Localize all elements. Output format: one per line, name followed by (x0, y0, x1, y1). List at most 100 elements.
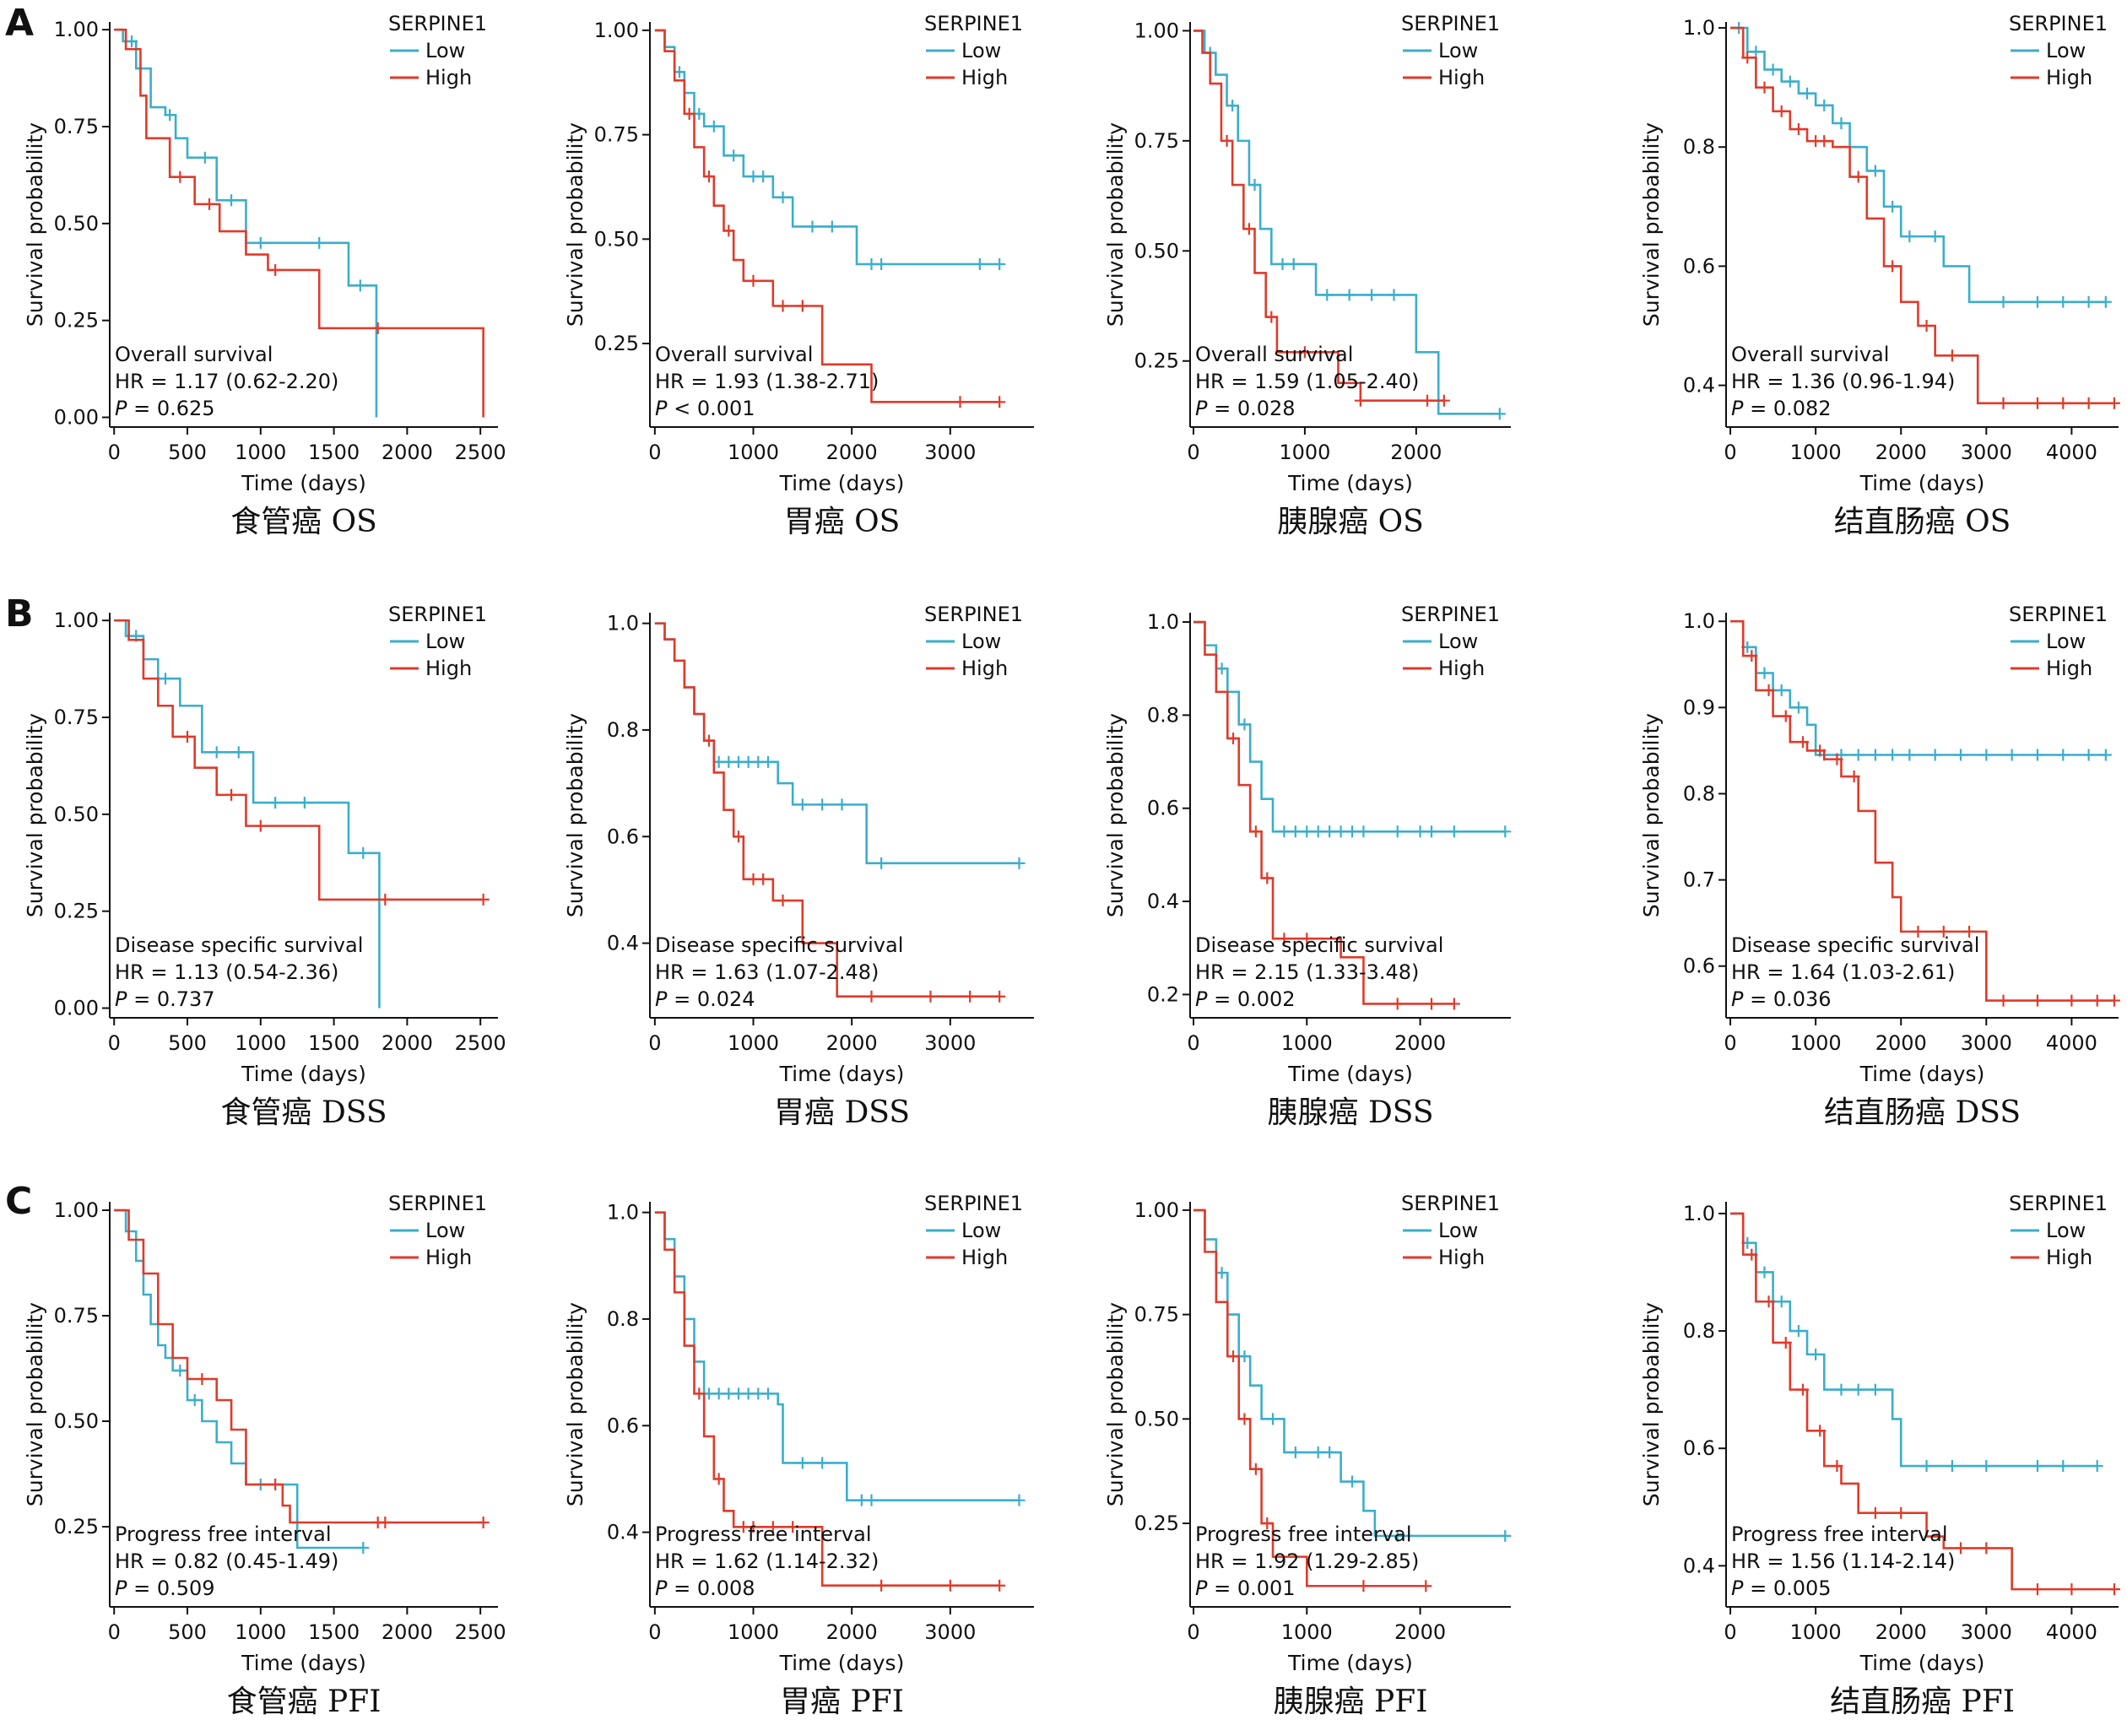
censor-mark (1215, 1267, 1228, 1279)
censor-mark (1287, 257, 1300, 270)
censor-mark (188, 1394, 201, 1406)
censor-mark (954, 396, 966, 408)
censor-mark (196, 1373, 208, 1385)
y-tick-label: 0.50 (54, 1409, 99, 1433)
censor-mark (728, 149, 740, 162)
x-tick-label: 2000 (826, 1620, 878, 1644)
censor-mark (747, 274, 760, 287)
x-tick-label: 2000 (1875, 1031, 1927, 1055)
legend-label-high: High (961, 66, 1008, 89)
legend-title: SERPINE1 (924, 12, 1023, 35)
y-axis-label: Survival probability (23, 1302, 47, 1506)
legend-label-low: Low (961, 1219, 1001, 1242)
censor-mark (1886, 200, 1899, 213)
censor-mark (1835, 1383, 1848, 1396)
annotation-p: P = 0.509 (115, 1576, 215, 1600)
annotation-hr: HR = 1.13 (0.54-2.36) (115, 960, 338, 984)
y-tick-label: 0.75 (1134, 129, 1179, 153)
censor-mark (225, 194, 238, 207)
censor-mark (693, 1387, 706, 1400)
annotation-hr: HR = 1.63 (1.07-2.48) (655, 960, 879, 984)
censor-mark (1745, 650, 1758, 662)
censor-mark (762, 755, 774, 768)
km-curve-high (114, 28, 484, 418)
x-tick-label: 1000 (728, 1620, 779, 1644)
censor-mark (1249, 825, 1262, 838)
km-panel: 0.4 0.6 0.8 1.0 0 1000 2000 3000 Survival probab… (563, 1192, 1034, 1719)
censor-mark (1745, 1248, 1758, 1261)
censor-mark (2005, 749, 2018, 761)
censor-mark (2091, 994, 2103, 1007)
censor-mark (1758, 667, 1771, 679)
x-tick-label: 3000 (1961, 1620, 2012, 1644)
censor-mark (379, 1517, 392, 1528)
annotation-p: P < 0.001 (655, 397, 755, 420)
censor-mark (723, 1387, 735, 1400)
y-axis-label: Survival probability (563, 122, 587, 327)
censor-mark (1997, 397, 2010, 409)
censor-mark (1801, 87, 1814, 100)
censor-mark (313, 236, 326, 249)
censor-mark (787, 1521, 799, 1533)
censor-mark (777, 300, 789, 312)
annotation-hr: HR = 1.17 (0.62-2.20) (115, 370, 338, 393)
y-tick-label: 0.6 (607, 825, 639, 848)
censor-mark (973, 258, 986, 271)
censor-mark (1301, 933, 1313, 945)
censor-mark (1963, 925, 1976, 938)
censor-mark (777, 191, 789, 203)
legend-label-low: Low (425, 39, 465, 62)
censor-mark (1321, 289, 1334, 301)
y-tick-label: 1.00 (54, 18, 99, 41)
legend-label-low: Low (961, 39, 1001, 62)
panel-caption: 结直肠癌 PFI (1830, 1685, 2015, 1719)
censor-mark (855, 1494, 868, 1506)
censor-mark (777, 895, 789, 907)
censor-mark (1334, 825, 1347, 838)
censor-mark (2031, 749, 2043, 761)
panel-caption: 胰腺癌 PFI (1274, 1685, 1428, 1719)
panel-caption: 胰腺癌 DSS (1268, 1095, 1434, 1130)
censor-mark (2031, 1460, 2043, 1473)
x-axis-label: Time (days) (779, 1062, 905, 1086)
y-tick-label: 0.6 (1683, 1436, 1715, 1460)
censor-mark (993, 396, 1006, 408)
censor-mark (1848, 771, 1860, 783)
annotation-endpoint: Progress free interval (1731, 1522, 1948, 1546)
censor-mark (757, 170, 770, 183)
annotation-endpoint: Overall survival (1731, 343, 1889, 366)
censor-mark (1792, 1325, 1805, 1338)
censor-mark (796, 1457, 809, 1469)
legend-title: SERPINE1 (1401, 1192, 1500, 1215)
x-tick-label: 2000 (382, 441, 433, 464)
x-tick-label: 0 (108, 441, 121, 464)
x-tick-label: 500 (168, 1031, 207, 1055)
censor-mark (1937, 925, 1950, 938)
legend-label-low: Low (425, 1219, 465, 1242)
annotation-hr: HR = 2.15 (1.33-3.48) (1195, 960, 1419, 984)
annotation-endpoint: Disease specific survival (1731, 933, 1979, 957)
censor-mark (1388, 289, 1400, 301)
annotation-endpoint: Disease specific survival (655, 933, 903, 957)
y-tick-label: 0.4 (1683, 1554, 1715, 1577)
km-panel: 0.4 0.6 0.8 1.0 0 1000 2000 3000 4000 Survival pr… (1639, 1192, 2120, 1719)
x-tick-label: 0 (648, 441, 661, 464)
panel-letter: A (5, 2, 34, 45)
y-tick-label: 1.0 (607, 1201, 639, 1225)
censor-mark (1997, 295, 2010, 308)
y-tick-label: 0.50 (1134, 239, 1179, 262)
legend-title: SERPINE1 (388, 603, 487, 626)
y-tick-label: 1.0 (607, 612, 639, 635)
y-tick-label: 0.4 (607, 1521, 639, 1544)
censor-mark (1499, 825, 1512, 838)
y-tick-label: 0.6 (607, 1414, 639, 1437)
km-curve-low (114, 28, 378, 418)
x-tick-label: 3000 (924, 1031, 976, 1055)
y-tick-label: 0.75 (54, 115, 99, 138)
y-tick-label: 1.00 (1134, 1198, 1179, 1222)
censor-mark (1249, 1463, 1262, 1475)
annotation-hr: HR = 1.62 (1.14-2.32) (655, 1549, 879, 1573)
km-curve-high (654, 29, 1000, 403)
x-tick-label: 1000 (1790, 441, 1842, 464)
censor-mark (1278, 825, 1291, 838)
